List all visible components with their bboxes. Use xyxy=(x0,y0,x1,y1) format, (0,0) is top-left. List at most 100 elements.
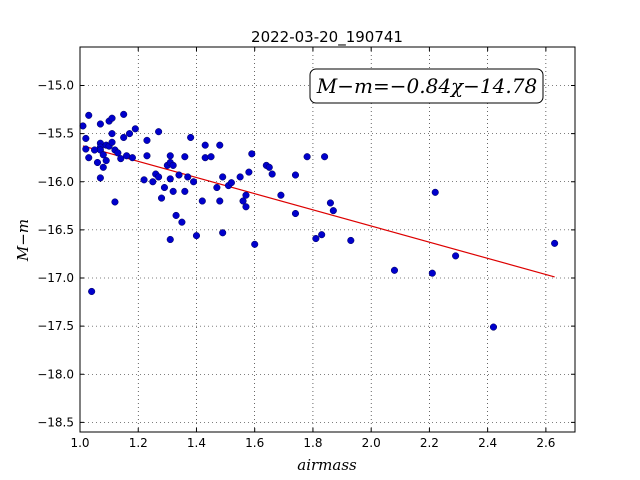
data-point xyxy=(219,229,227,237)
data-point xyxy=(489,323,498,331)
fit-line-group xyxy=(82,145,555,278)
y-axis-label: M−m xyxy=(14,219,32,262)
data-point xyxy=(102,157,110,165)
x-tick-label: 2.2 xyxy=(420,436,439,450)
data-point xyxy=(201,154,209,162)
data-point xyxy=(128,154,136,162)
data-point xyxy=(108,114,116,122)
y-tick-label: −18.5 xyxy=(37,415,74,429)
x-tick-label: 1.4 xyxy=(187,436,206,450)
y-tick-label: −16.5 xyxy=(37,223,74,237)
data-point xyxy=(120,133,128,142)
y-tick-label: −15.5 xyxy=(37,127,74,141)
data-point xyxy=(190,178,198,186)
data-point xyxy=(219,173,227,181)
data-point xyxy=(201,141,209,149)
data-point xyxy=(277,191,285,199)
data-point xyxy=(329,207,337,215)
data-point xyxy=(99,151,107,159)
data-point xyxy=(312,234,320,243)
data-point xyxy=(452,252,460,260)
data-point xyxy=(120,110,128,118)
data-points xyxy=(79,110,559,331)
data-point xyxy=(265,163,273,171)
data-point xyxy=(108,130,116,138)
data-point xyxy=(236,173,244,181)
equation-annotation: M−m=−0.84χ−14.78 xyxy=(316,74,537,98)
data-point xyxy=(207,153,215,161)
data-point xyxy=(428,269,436,277)
data-point xyxy=(166,175,174,183)
data-point xyxy=(108,138,116,146)
data-point xyxy=(166,235,174,244)
y-tick-label: −16.0 xyxy=(37,175,74,189)
x-tick-label: 2.6 xyxy=(536,436,555,450)
data-point xyxy=(155,173,163,181)
data-point xyxy=(216,197,224,205)
data-point xyxy=(88,287,96,296)
data-point xyxy=(187,133,195,142)
data-point xyxy=(321,153,329,161)
data-point xyxy=(96,174,104,182)
data-point xyxy=(79,122,87,130)
data-point xyxy=(111,198,119,206)
data-point xyxy=(268,170,276,178)
data-point xyxy=(216,141,224,149)
data-point xyxy=(303,153,311,161)
data-point xyxy=(140,176,148,184)
data-point xyxy=(181,187,189,195)
data-point xyxy=(318,231,326,239)
data-point xyxy=(175,171,183,179)
data-point xyxy=(251,240,259,248)
data-point xyxy=(184,173,192,181)
data-point xyxy=(390,266,399,274)
data-point xyxy=(85,111,93,119)
data-point xyxy=(143,152,151,160)
data-point xyxy=(96,120,104,128)
y-tick-label: −18.0 xyxy=(37,367,74,381)
data-point xyxy=(326,199,334,207)
data-point xyxy=(291,209,300,218)
data-point xyxy=(347,236,355,245)
data-point xyxy=(245,168,253,176)
data-point xyxy=(172,211,180,219)
y-tick-label: −17.5 xyxy=(37,319,74,333)
x-tick-label: 2.0 xyxy=(362,436,381,450)
data-point xyxy=(93,158,102,167)
data-point xyxy=(192,232,201,240)
x-tick-label: 1.0 xyxy=(70,436,89,450)
plot-area xyxy=(80,47,575,432)
x-tick-label: 1.8 xyxy=(303,436,322,450)
data-point xyxy=(181,153,189,161)
data-point xyxy=(242,203,250,211)
data-point xyxy=(198,197,206,205)
data-point xyxy=(82,134,90,142)
data-point xyxy=(227,179,235,187)
data-point xyxy=(160,183,168,192)
data-point xyxy=(213,183,221,192)
data-point xyxy=(242,191,250,199)
chart-title: 2022-03-20_190741 xyxy=(251,28,403,47)
y-tick-label: −15.0 xyxy=(37,79,74,93)
grid-lines xyxy=(79,47,575,432)
x-tick-label: 1.2 xyxy=(129,436,148,450)
axis-ticks: 1.0 1.2 1.4 1.6 1.8 2.0 2.2 2.4 2.6 −15.0 −15.5 −16… xyxy=(37,47,575,450)
x-axis-label: airmass xyxy=(297,456,357,474)
data-point xyxy=(248,150,256,158)
y-tick-label: −17.0 xyxy=(37,271,74,285)
data-point xyxy=(85,154,93,162)
data-point xyxy=(82,145,90,153)
data-point xyxy=(239,197,247,205)
data-point xyxy=(178,218,186,226)
equation-box xyxy=(309,68,544,104)
data-point xyxy=(157,194,166,202)
data-point xyxy=(131,125,139,133)
data-point xyxy=(117,155,125,163)
fit-line xyxy=(82,145,555,278)
data-point xyxy=(169,187,177,195)
data-point xyxy=(125,130,134,138)
data-point xyxy=(166,152,174,160)
data-point xyxy=(291,171,300,179)
data-point xyxy=(431,188,439,196)
